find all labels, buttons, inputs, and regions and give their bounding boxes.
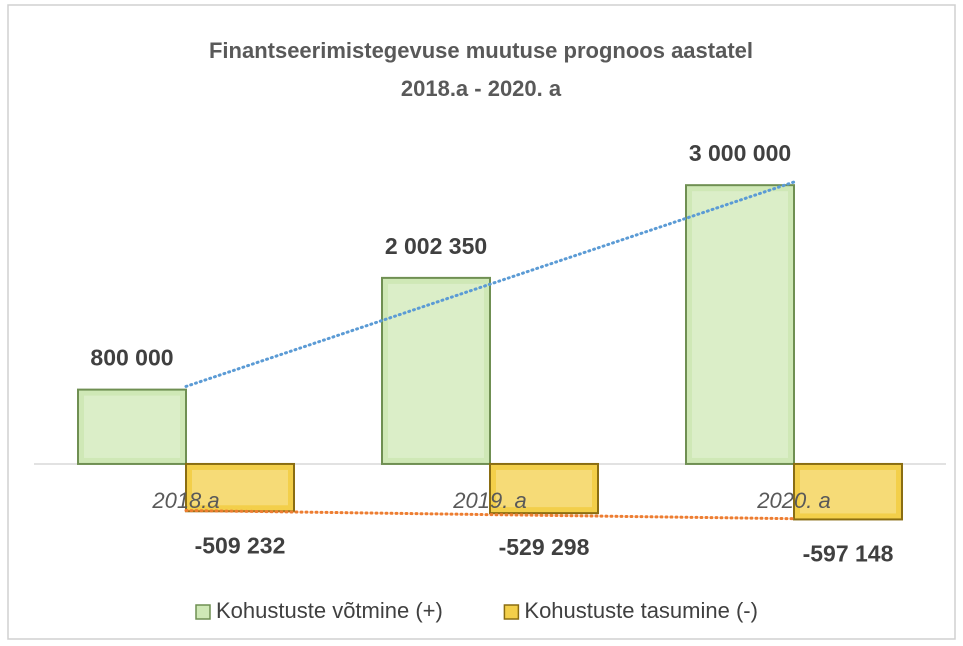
- data-label: -597 148: [803, 541, 894, 567]
- bar: [685, 184, 795, 465]
- data-label: -529 298: [499, 534, 590, 560]
- bar-bevel: [800, 469, 896, 514]
- legend-label: Kohustuste võtmine (+): [216, 598, 443, 623]
- chart-title: Finantseerimistegevuse muutuse prognoos …: [209, 38, 753, 63]
- bar: [185, 462, 295, 513]
- bar: [489, 462, 599, 515]
- bar-bevel: [496, 469, 592, 508]
- data-label: -509 232: [195, 532, 286, 558]
- legend-swatch: [503, 604, 520, 620]
- bar-bevel: [692, 191, 788, 458]
- trendline: [184, 509, 796, 521]
- data-label: 3 000 000: [689, 140, 791, 166]
- chart-title: 2018.a - 2020. a: [401, 76, 562, 101]
- x-tick-label: 2018.a: [151, 488, 219, 513]
- legend-label: Kohustuste tasumine (-): [524, 598, 758, 623]
- data-label: 800 000: [90, 345, 173, 371]
- data-label: 2 002 350: [385, 233, 487, 259]
- bar-bevel: [84, 395, 180, 458]
- trendline: [184, 180, 796, 388]
- x-tick-label: 2019. a: [452, 488, 526, 513]
- bar: [77, 388, 187, 465]
- bar: [793, 462, 903, 521]
- legend-swatch: [195, 604, 211, 620]
- bar: [381, 276, 491, 465]
- bar-bevel: [192, 469, 288, 506]
- x-tick-label: 2020. a: [756, 488, 830, 513]
- bar-bevel: [388, 283, 484, 458]
